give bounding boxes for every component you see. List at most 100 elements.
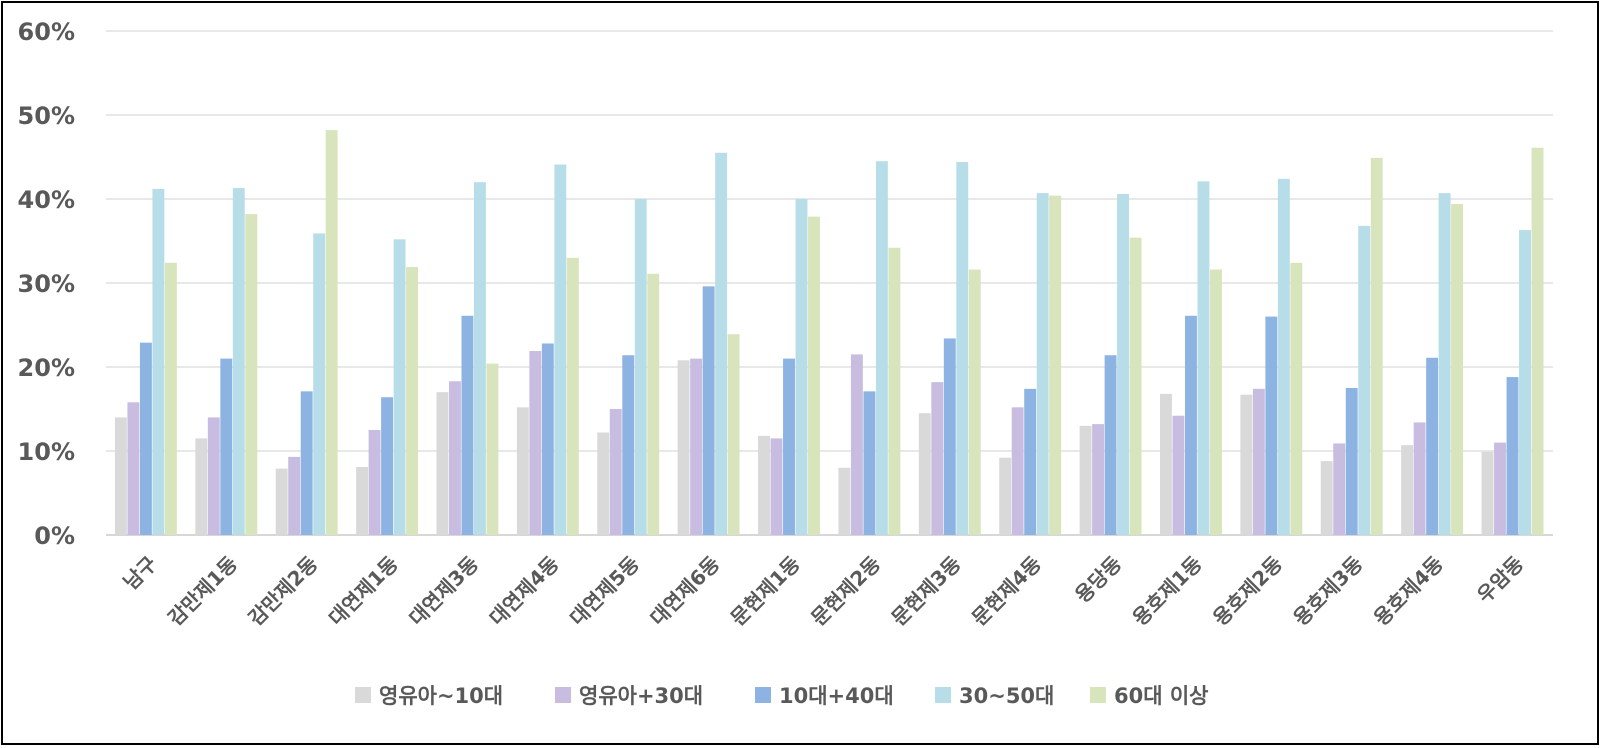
x-tick-label: 용당동 [1070,551,1126,607]
bar [1451,204,1464,536]
bar [436,392,449,535]
legend-label: 60대 이상 [1114,684,1209,708]
bar [931,382,944,535]
legend-swatch [935,687,951,703]
bar [1036,193,1049,535]
bar [634,199,647,535]
y-tick-label: 50% [18,102,75,130]
bar [127,402,140,535]
bar [516,407,529,535]
bar [1290,262,1303,535]
bar [622,355,635,535]
bar [381,397,394,535]
y-tick-label: 30% [18,270,75,298]
bar [943,338,956,535]
legend-swatch [1090,687,1106,703]
bar [1117,193,1130,535]
legend-label: 영유아+30대 [579,684,703,708]
x-tick-label: 문현제4동 [967,551,1046,630]
legend-label: 30~50대 [959,684,1054,708]
legend-swatch [755,687,771,703]
x-tick-label: 대연제1동 [324,551,403,630]
bar [461,315,474,535]
bar [207,417,220,535]
bar [968,269,981,535]
bar [875,161,888,535]
bar [1252,388,1265,535]
bar [1494,442,1506,535]
x-axis-ticks: 남구 감만제1동 감만제2동 대연제1동 대연제3동 대연제4동 대연제5동 대연제6동 문현제… [119,551,1529,630]
legend-label: 10대+40대 [779,684,894,708]
bar [999,457,1012,535]
bar [356,466,369,535]
y-tick-label: 20% [18,354,75,382]
x-tick-label: 문현제1동 [726,551,805,630]
bar [647,273,660,535]
bar [1240,394,1253,535]
bar [1320,461,1333,535]
y-tick-label: 10% [18,438,75,466]
x-tick-label: 용호제2동 [1208,551,1287,630]
gridlines [106,30,1553,536]
x-tick-label: 대연제3동 [404,551,483,630]
bar [715,152,728,536]
x-tick-label: 대연제6동 [645,551,724,630]
bar [1197,181,1210,536]
bar [1129,237,1142,535]
bar [195,438,208,535]
bar [554,164,567,535]
bar [677,360,690,535]
bar [275,468,288,535]
bar [808,216,820,535]
y-tick-label: 40% [18,186,75,214]
bar [690,358,703,535]
bar [486,363,499,535]
bar [1277,178,1290,535]
bar [449,381,461,535]
bar [1531,147,1544,535]
bar [406,267,419,535]
bar [1370,157,1383,535]
legend-swatch [355,687,371,703]
bar [474,182,486,535]
bar [1333,443,1346,535]
bar [325,130,338,535]
bar [609,409,622,535]
bar [1092,424,1105,535]
bar [863,391,876,535]
legend-swatch [555,687,571,703]
bar [1049,195,1062,535]
bar [1079,425,1092,535]
legend: 영유아~10대 영유아+30대 10대+40대 30~50대 60대 이상 [355,684,1209,708]
bar [566,257,579,535]
x-tick-label: 대연제5동 [565,551,644,630]
bar [918,413,931,535]
bar [702,286,715,535]
bar [164,262,177,535]
x-tick-label: 남구 [119,551,162,594]
legend-label: 영유아~10대 [379,684,503,708]
bar [888,247,901,535]
bar [1519,230,1531,535]
bar [300,391,313,535]
x-tick-label: 감만제1동 [163,551,242,630]
bar [114,417,127,535]
bar [1185,315,1197,535]
bar [313,233,326,535]
bar [1265,316,1278,535]
grouped-bar-chart: 0%10%20%30%40%50%60% 남구 감만제1동 감만제2동 대연제1동 대연… [18,18,1553,708]
x-tick-label: 문현제3동 [887,551,966,630]
bar [529,351,542,535]
bar [368,430,381,535]
bar [783,358,795,535]
bar [1401,445,1414,535]
x-tick-label: 우암동 [1472,551,1528,607]
x-tick-label: 용호제4동 [1369,551,1448,630]
bar [838,467,851,535]
bar [956,162,969,536]
y-tick-label: 0% [34,522,75,550]
bar [850,354,863,535]
bar [795,199,808,535]
bar [1426,357,1439,535]
